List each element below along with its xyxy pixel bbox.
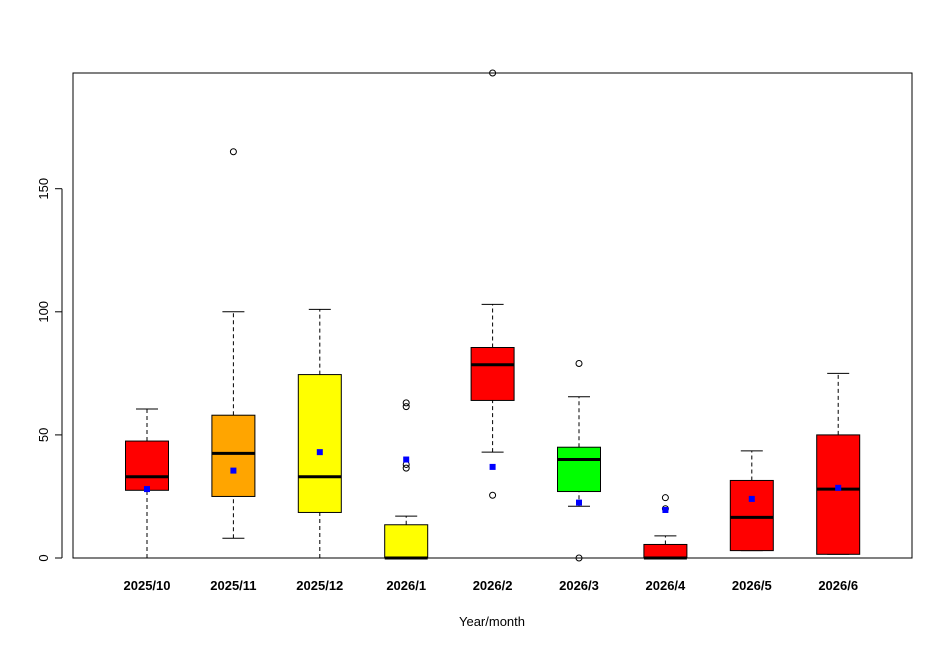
box — [297, 374, 342, 513]
outlier-point — [402, 403, 410, 411]
x-tick-label: 2026/4 — [646, 578, 687, 593]
outlier-point — [575, 360, 583, 368]
outlier-point — [229, 148, 237, 156]
outlier-point — [402, 399, 410, 407]
mean-marker — [403, 456, 410, 463]
mean-marker — [835, 484, 842, 491]
plot-frame — [72, 72, 913, 559]
outlier-point — [575, 554, 583, 562]
box — [125, 440, 169, 491]
box-group — [297, 308, 342, 559]
x-tick-label: 2025/12 — [296, 578, 343, 593]
outlier-point — [489, 69, 497, 77]
y-tick-label: 50 — [36, 428, 51, 442]
box-group — [557, 360, 601, 562]
mean-marker — [230, 467, 237, 474]
box-group — [470, 69, 515, 499]
mean-marker — [316, 449, 323, 456]
x-tick-label: 2026/1 — [386, 578, 426, 593]
box-group — [643, 494, 688, 560]
box — [557, 446, 601, 493]
x-tick-label: 2026/3 — [559, 578, 599, 593]
x-tick-label: 2026/2 — [473, 578, 513, 593]
x-tick-label: 2026/6 — [818, 578, 858, 593]
box-group — [384, 399, 429, 560]
y-tick-label: 100 — [36, 301, 51, 323]
outlier-point — [661, 494, 669, 502]
box-group — [125, 408, 169, 559]
y-tick-label: 0 — [36, 554, 51, 561]
mean-marker — [144, 486, 150, 493]
box-group — [729, 450, 774, 552]
box-group — [816, 372, 861, 555]
box — [729, 479, 774, 552]
box — [816, 434, 861, 555]
x-tick-label: 2026/5 — [732, 578, 772, 593]
y-tick-label: 150 — [36, 178, 51, 200]
mean-marker — [489, 463, 496, 470]
boxes-layer — [125, 69, 861, 562]
box — [470, 347, 515, 401]
x-tick-label: 2025/11 — [210, 578, 256, 593]
box — [384, 524, 429, 559]
outlier-point — [402, 464, 410, 472]
x-axis-title: Year/month — [459, 614, 525, 629]
x-axis-labels: 2025/10 2025/11 2025/12 2026/1 2026/2 2026/3 2… — [124, 578, 859, 593]
outlier-point — [489, 491, 497, 499]
box-group — [211, 148, 256, 539]
mean-marker — [662, 506, 669, 513]
x-tick-label: 2025/10 — [124, 578, 171, 593]
mean-marker — [748, 495, 755, 502]
box — [211, 414, 256, 497]
mean-marker — [576, 499, 582, 506]
y-axis: 0 50 100 150 — [36, 178, 63, 562]
box — [643, 543, 688, 559]
